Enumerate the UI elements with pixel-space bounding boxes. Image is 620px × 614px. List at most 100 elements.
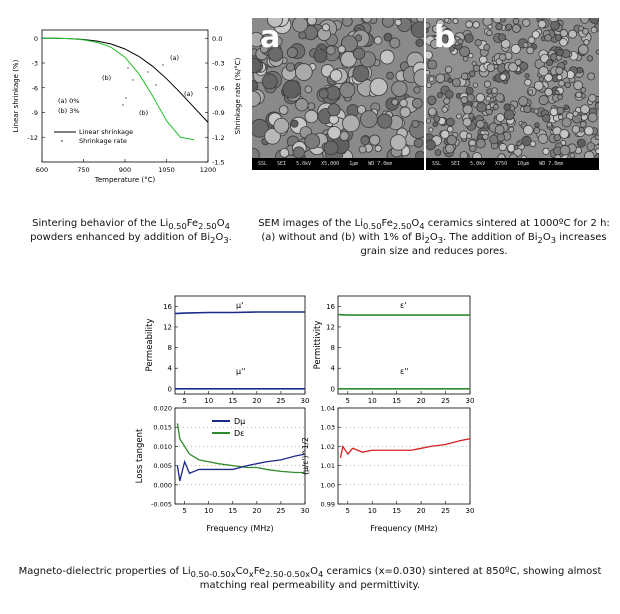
y-tick-label: 12 [163, 323, 172, 331]
grain [482, 18, 493, 27]
grain [555, 66, 564, 75]
y-tick-label: 0.020 [153, 405, 172, 413]
grain [524, 73, 530, 79]
grain [538, 95, 549, 106]
grain [426, 69, 431, 76]
rate-point [127, 67, 129, 69]
grain [542, 113, 551, 123]
grain [503, 109, 515, 121]
grain [307, 102, 316, 111]
grain [282, 79, 302, 99]
grain [576, 66, 584, 74]
grain [494, 124, 505, 135]
grain [486, 88, 493, 95]
panel-permittivity [337, 295, 471, 395]
sem-info-bar-a: SSL SEI 5.0kV X5,000 1μm WD 7.0mm [252, 158, 424, 170]
x-tick-label: 10 [204, 397, 213, 405]
grain [486, 29, 493, 36]
grain [442, 28, 452, 38]
grain [413, 86, 421, 94]
y-tick-label: 1.00 [321, 481, 335, 489]
grain [386, 71, 394, 80]
grain [557, 114, 564, 120]
curve-ratio [339, 438, 471, 459]
grain [412, 97, 423, 109]
left-tick-label: 0 [34, 35, 38, 43]
grain [261, 73, 278, 90]
sem-info-text: 5.0kV [470, 161, 486, 167]
grain [264, 128, 281, 145]
sem-info-text: X5,000 [321, 161, 340, 167]
grain [362, 18, 372, 24]
grain [369, 77, 388, 96]
grain [500, 39, 511, 49]
grain [578, 25, 584, 32]
y-axis-label-right: Shrinkage rate (%/°C) [234, 57, 242, 134]
grain [471, 61, 477, 66]
grain [554, 154, 562, 158]
grain [554, 90, 560, 95]
grain [588, 93, 597, 103]
grain [575, 91, 583, 99]
grain [559, 144, 571, 156]
x-tick-label: 20 [252, 397, 261, 405]
x-tick-label: 10 [204, 507, 213, 515]
grain [559, 37, 568, 47]
grain [544, 34, 552, 42]
grain [474, 39, 482, 47]
grain [534, 122, 540, 128]
grain [426, 50, 433, 60]
sem-info-bar-b: SSL SEI 5.0kV X750 10μm WD 7.0mm [426, 158, 599, 170]
grain [493, 104, 499, 110]
grain [279, 148, 290, 158]
grain [434, 149, 442, 156]
ylabel-permittivity: Permittivity [313, 321, 323, 370]
grain [531, 30, 541, 39]
grain [514, 58, 522, 66]
grain [523, 104, 532, 114]
grain [475, 138, 486, 149]
grain [456, 113, 462, 120]
sem-info-text: 5.0kV [296, 161, 312, 167]
x-tick-label: 10 [368, 397, 377, 405]
y-tick-label: 8 [331, 344, 335, 352]
grain [495, 93, 505, 103]
grain [595, 148, 599, 154]
sem-info-text: SEI [277, 161, 287, 167]
grain [590, 26, 598, 34]
grain [360, 135, 370, 146]
grain [589, 18, 599, 25]
grain [483, 43, 491, 51]
sem-image-b: b SSL SEI 5.0kV X750 10μm WD 7.0mm [426, 18, 599, 170]
magneto-dielectric-chart: 16 12 8 4 0 16 12 8 4 0 0.020 0.015 0.010 0.005 0.000 -… [135, 295, 474, 533]
y-tick-label: 4 [331, 365, 336, 373]
grain [285, 62, 295, 72]
left-tick-label: -6 [32, 84, 38, 92]
grain [431, 24, 440, 33]
grain [583, 150, 595, 158]
grain [516, 140, 522, 147]
grain [292, 146, 305, 158]
grain [500, 18, 506, 23]
grain [472, 64, 481, 72]
grain [533, 127, 541, 134]
grain [587, 112, 598, 123]
grain [389, 37, 401, 49]
grain [444, 65, 453, 74]
grain [273, 117, 290, 134]
grain [519, 61, 529, 71]
grain [321, 23, 330, 32]
grain [374, 144, 382, 153]
grain [538, 76, 544, 82]
grain [292, 18, 309, 33]
grain [452, 18, 459, 25]
grain [475, 93, 485, 103]
grain [495, 22, 503, 31]
grain [446, 126, 454, 133]
grain [571, 125, 581, 134]
grain [413, 138, 424, 148]
grain [465, 86, 474, 95]
grain [252, 90, 261, 107]
grain [436, 92, 443, 99]
grain [443, 97, 451, 105]
